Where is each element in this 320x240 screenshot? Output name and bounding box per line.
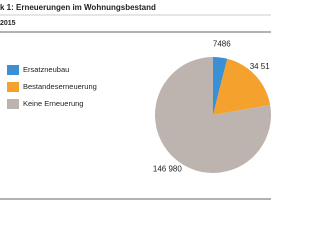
- chart: k 1: Erneuerungen im Wohnungsbestand 201…: [0, 3, 271, 200]
- pie-slice: [213, 57, 228, 115]
- legend-swatch: [7, 65, 19, 75]
- data-label: 7486: [213, 40, 231, 49]
- data-label: 146 980: [153, 164, 182, 173]
- legend-label: Keine Erneuerung: [23, 99, 83, 108]
- legend-swatch: [7, 82, 19, 92]
- chart-subtitle: 2015: [0, 20, 16, 27]
- legend-swatch: [7, 99, 19, 109]
- legend-label: Bestandeserneuerung: [23, 82, 97, 91]
- chart-title: k 1: Erneuerungen im Wohnungsbestand: [0, 3, 156, 12]
- data-label: 34 51: [250, 62, 271, 71]
- legend-label: Ersatzneubau: [23, 65, 69, 74]
- pie-slice: [213, 58, 271, 115]
- pie-slice: [154, 57, 271, 173]
